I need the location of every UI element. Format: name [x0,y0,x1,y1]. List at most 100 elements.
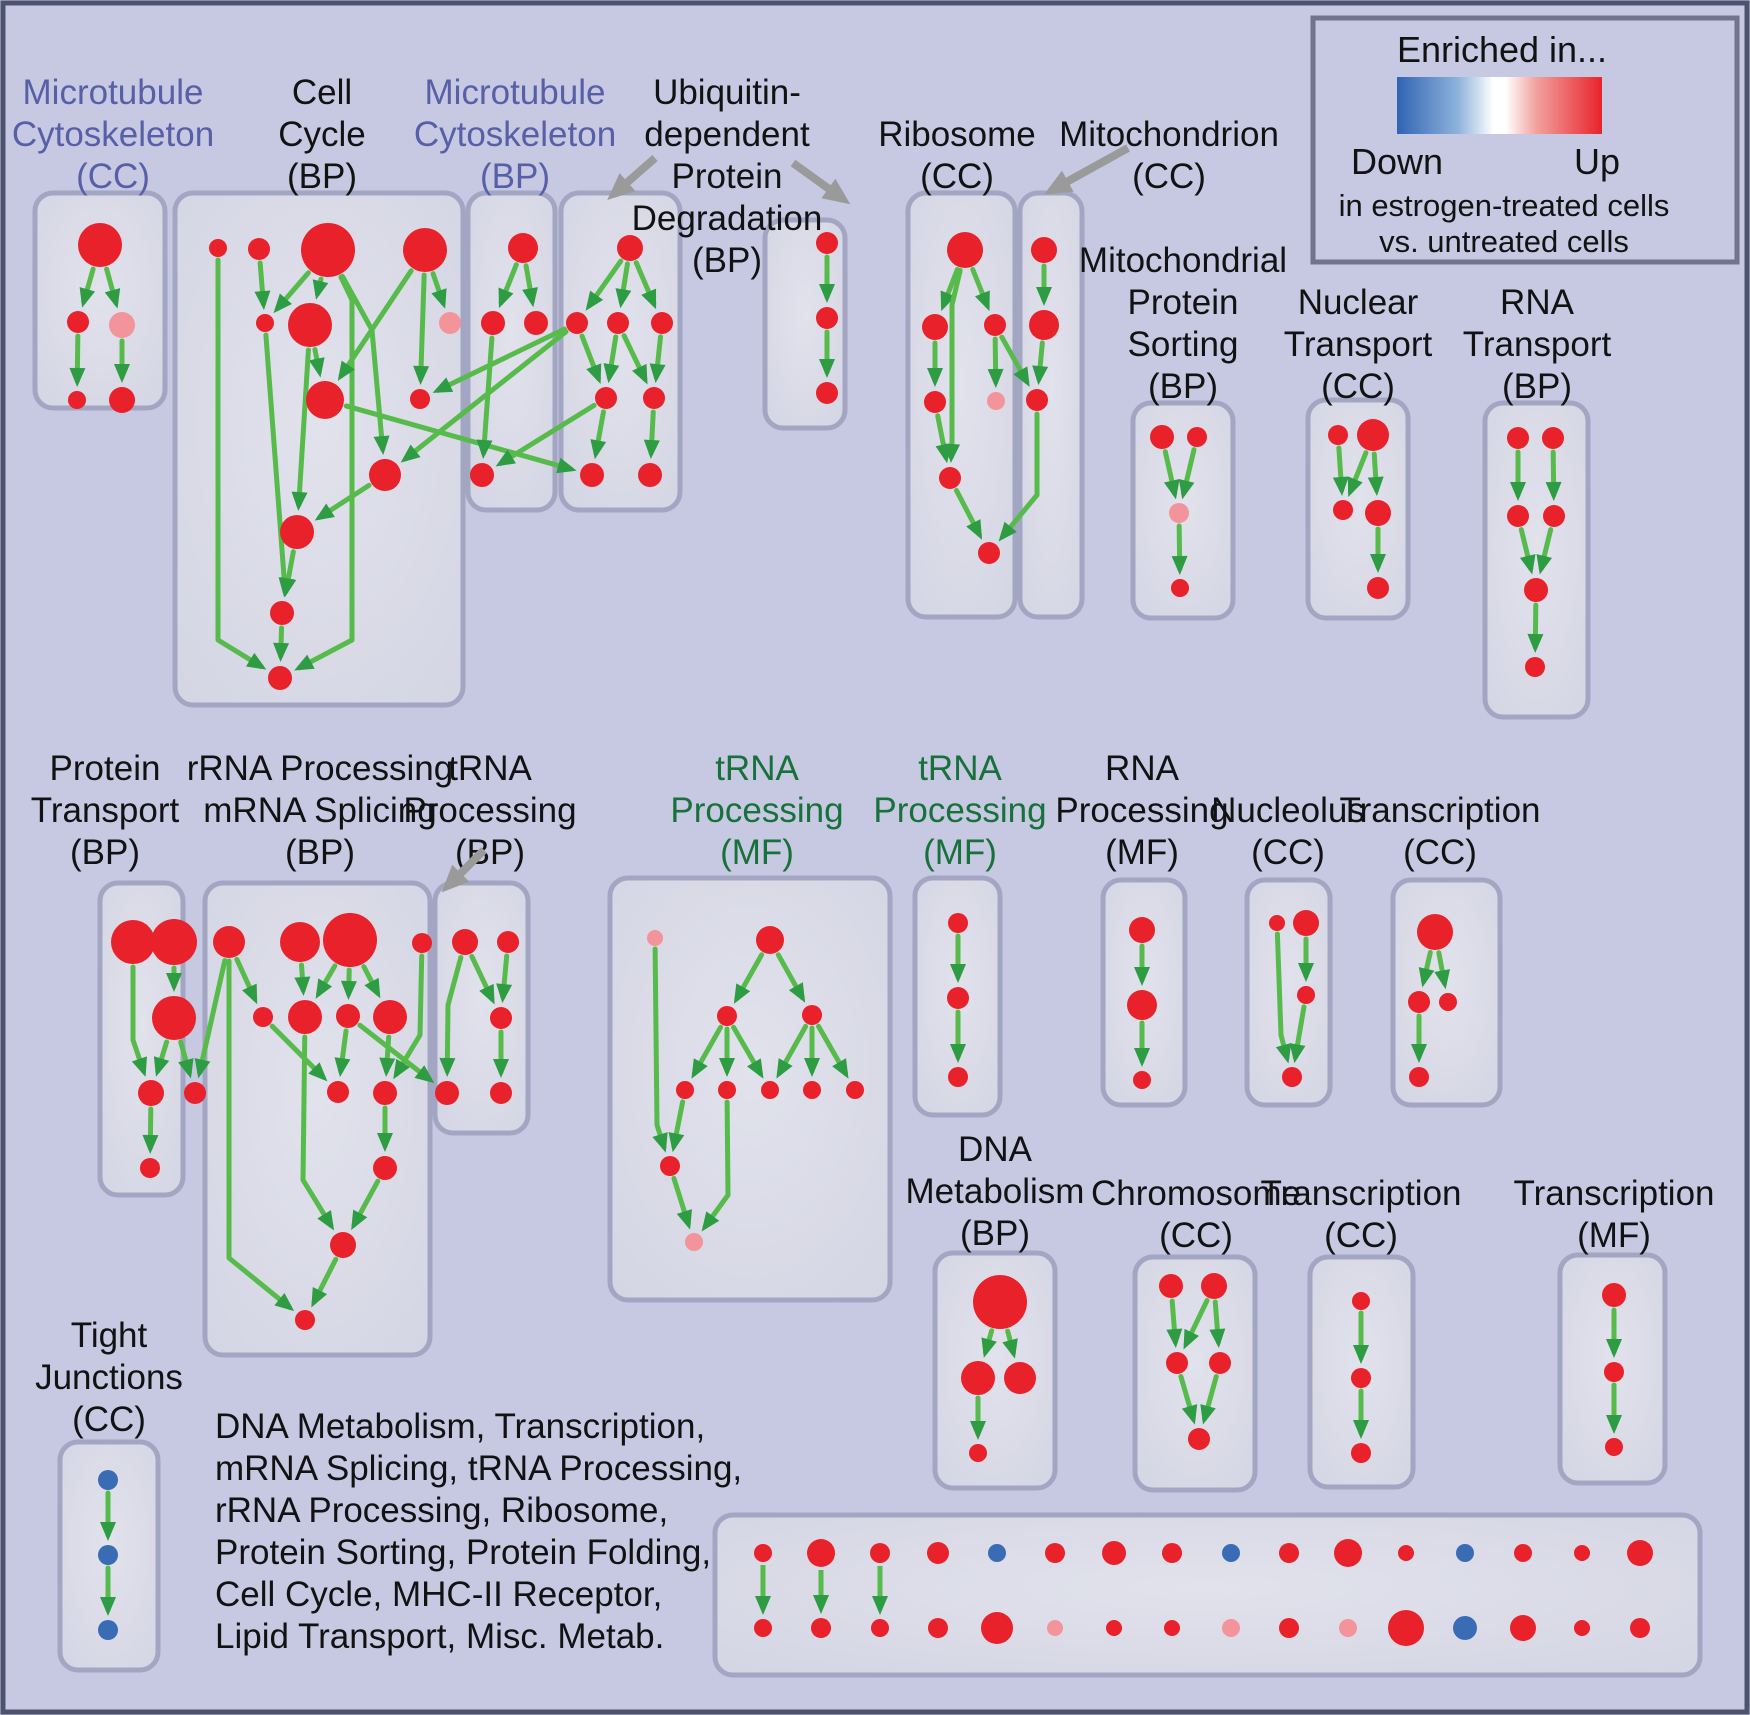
go-term-node-red [78,223,122,267]
go-term-node-red [111,920,155,964]
go-edge-arrow [579,333,602,385]
cluster-label-line: (BP) [285,833,355,872]
cluster-label-line: (BP) [960,1214,1030,1253]
cluster-label-line: DNA Metabolism, Transcription, [215,1407,705,1446]
go-term-node-red [140,1158,160,1178]
go-term-node-red [1417,914,1453,950]
go-term-node-red [327,1081,349,1103]
go-term-node-red [481,311,505,335]
go-term-node-red [68,391,86,409]
cluster-label-rna-processing-mf: RNA Processing (MF) [1055,749,1228,872]
cluster-label-line: Ubiquitin- [653,73,801,112]
go-edge-arrow [178,1039,194,1079]
cluster-label-line: tRNA [918,749,1002,788]
cluster-label-line: Transcription [1514,1174,1715,1213]
cluster-label-line: Cycle [278,115,366,154]
go-term-node-red [1328,425,1348,445]
go-term-node-red [1543,505,1565,527]
go-term-node-red [1352,1292,1370,1310]
go-term-node-red [1209,1352,1231,1374]
go-edge-arrow [226,958,295,1312]
matrix-node-top-red [1398,1545,1414,1561]
go-term-node-red [973,1275,1027,1329]
go-edge-arrow [291,347,311,512]
go-edge-arrow [1032,340,1049,386]
go-term-node-red [209,239,227,257]
go-edge-arrow [1527,602,1544,654]
go-term-node-red [295,1310,315,1330]
go-term-node-red [452,929,478,955]
go-term-node-red [816,232,838,254]
go-term-node-pink [685,1233,703,1251]
go-edge-arrow [621,333,648,385]
go-edge-arrow [194,958,228,1079]
cluster-label-line: Ribosome [878,115,1036,154]
go-term-node-red [152,996,196,1040]
go-edge-arrow [585,258,624,311]
cluster-label-line: Sorting [1128,325,1239,364]
go-term-node-red [948,1067,968,1087]
go-term-node-red [1507,505,1529,527]
cluster-label-line: Microtubule [23,73,204,112]
go-term-node-red [1365,500,1391,526]
go-term-node-red [490,1082,512,1104]
cluster-label-line: Mitochondrial [1079,241,1287,280]
pointer-to-mitochondrion-box-icon [1044,144,1130,195]
cluster-label-line: Cytoskeleton [414,115,616,154]
go-term-node-red [1293,910,1319,936]
go-term-node-red [969,1444,987,1462]
go-edge-arrow [104,266,121,309]
matrix-node-top-red [1627,1540,1653,1566]
go-edge-arrow [733,952,765,1004]
go-edge-arrow [815,1023,849,1079]
cluster-label-trna-processing-mf-2: tRNA Processing (MF) [873,749,1046,872]
go-term-node-red [651,312,673,334]
cluster-label-line: (BP) [480,157,550,196]
go-edge-arrow [1209,1299,1226,1349]
cluster-label-line: Transport [1284,325,1433,364]
cluster-label-ribosome-cc: Ribosome (CC) [878,115,1036,196]
pointer-to-ubiquitin-box-icon [607,154,658,200]
cluster-label-cell-cycle-bp: Cell Cycle (BP) [278,73,366,196]
cluster-label-line: tRNA [715,749,799,788]
matrix-node-bottom-red [1574,1620,1590,1636]
cluster-label-mitochondrial-protein-sorting-bp: Mitochondrial Protein Sorting (BP) [1079,241,1287,406]
go-edge-arrow [469,953,495,1005]
cluster-label-line: rRNA Processing, Ribosome, [215,1491,668,1530]
legend-subline1: in estrogen-treated cells [1339,188,1670,223]
go-edge-arrow [269,1023,328,1082]
go-term-node-red [1201,1273,1227,1299]
cluster-label-line: (CC) [1132,157,1206,196]
go-edge-arrow [987,336,1004,389]
go-edge-arrow [1171,523,1188,576]
go-cluster-panel-rrna-processing-mrna-splicing-bp [202,880,433,1358]
go-edge-arrow [775,952,806,1003]
go-term-node-red [1187,427,1207,447]
go-edge-arrow [498,262,519,309]
go-edge-arrow [273,270,311,314]
go-term-node-red [1031,237,1057,263]
go-edge-arrow [701,1099,731,1232]
cluster-label-line: mRNA Splicing, tRNA Processing, [215,1449,742,1488]
go-term-node-red [1188,1428,1210,1450]
cluster-label-line: Metabolism [906,1172,1085,1211]
go-term-node-red [846,1081,864,1099]
matrix-node-top-blue [988,1544,1006,1562]
go-term-node-red [369,459,401,491]
cluster-label-line: Protein [50,749,161,788]
cluster-label-line: dependent [644,115,810,154]
cluster-label-line: (CC) [1321,367,1395,406]
go-term-node-red [947,987,969,1009]
legend-gradient-bar [1397,77,1602,134]
go-edge-arrow [1434,950,1451,990]
go-term-node-red [253,1007,273,1027]
go-cluster-panel-nucleolus-cc [1244,877,1333,1108]
go-term-node-red [1171,579,1189,597]
legend-up-label: Up [1574,141,1620,182]
go-edge-arrow [633,260,657,310]
go-term-node-red [1367,577,1389,599]
go-term-node-red [1507,427,1529,449]
cluster-label-line: (CC) [1403,833,1477,872]
go-term-node-red [1524,578,1548,602]
